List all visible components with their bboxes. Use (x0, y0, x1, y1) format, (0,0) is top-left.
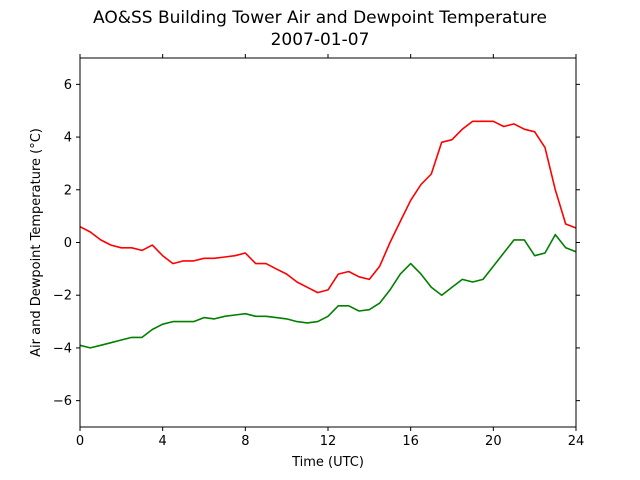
chart-subtitle: 2007-01-07 (270, 30, 370, 50)
chart-title: AO&SS Building Tower Air and Dewpoint Te… (92, 8, 547, 28)
x-tick-label: 8 (241, 434, 249, 449)
x-tick-label: 16 (402, 434, 419, 449)
y-tick-label: 0 (64, 236, 72, 251)
y-tick-label: 2 (64, 183, 72, 198)
x-tick-label: 12 (320, 434, 337, 449)
x-axis-label: Time (UTC) (291, 455, 364, 470)
y-axis-label: Air and Dewpoint Temperature (°C) (29, 128, 44, 357)
x-tick-label: 0 (76, 434, 84, 449)
air-temperature-line (79, 120, 577, 294)
plot-frame (79, 57, 577, 428)
x-tick-label: 20 (485, 434, 502, 449)
x-tick-label: 4 (159, 434, 167, 449)
y-tick-label: 6 (64, 78, 72, 93)
plot-series-group (79, 120, 577, 349)
y-tick-label: −6 (53, 394, 72, 409)
y-tick-label: −4 (53, 341, 72, 356)
y-tick-label: −2 (53, 289, 72, 304)
x-tick-label: 24 (568, 434, 585, 449)
y-tick-label: 4 (64, 131, 72, 146)
dewpoint-temperature-line (79, 233, 577, 349)
